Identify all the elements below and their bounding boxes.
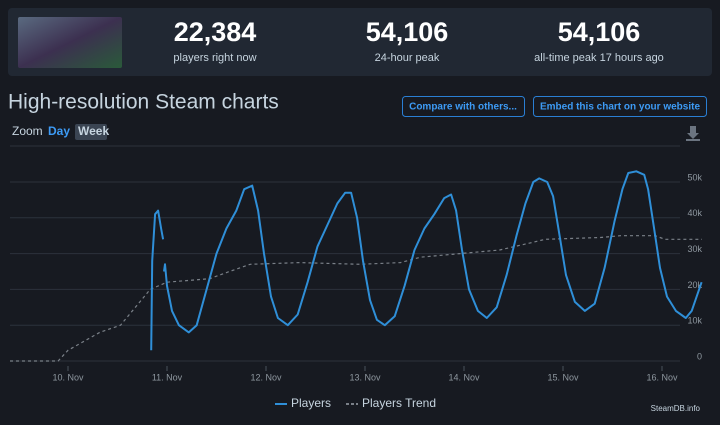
y-tick-label: 10k (687, 316, 702, 326)
y-tick-label: 50k (687, 172, 702, 182)
zoom-label: Zoom (12, 124, 43, 138)
stats-panel (8, 8, 712, 76)
button[interactable] (533, 96, 707, 117)
plot: 0 10k 20k 30k 40k 50k 10. Nov 11. Nov 12. Nov 13.… (10, 170, 703, 382)
credit: SteamDB.info (651, 404, 701, 413)
series-line (10, 235, 702, 362)
legend-item[interactable]: Players (275, 396, 331, 410)
y-tick-label: 30k (687, 244, 702, 254)
y-tick-label: 20k (687, 280, 702, 290)
page-title: High-resolution Steam charts (8, 91, 279, 114)
stat-label: players right now (173, 52, 256, 64)
button-label: Compare with others... (409, 102, 517, 113)
download-icon[interactable] (686, 126, 700, 141)
x-tick-label: 12. Nov (250, 372, 282, 382)
button-label: Embed this chart on your website (540, 102, 700, 113)
y-tick-label: 40k (687, 208, 702, 218)
game-thumbnail[interactable] (18, 17, 122, 68)
stat-label: 24-hour peak (375, 52, 440, 64)
zoom-option[interactable]: Week (78, 124, 109, 138)
legend-item[interactable]: Players Trend (346, 396, 436, 410)
button[interactable] (402, 96, 525, 117)
stat-value: 22,384 (174, 17, 257, 47)
x-tick-label: 10. Nov (52, 372, 84, 382)
legend-label: Players Trend (362, 396, 436, 410)
x-tick-label: 15. Nov (547, 372, 579, 382)
x-tick-label: 14. Nov (448, 372, 480, 382)
x-tick-label: 11. Nov (152, 372, 183, 382)
legend-label: Players (291, 396, 331, 410)
x-tick-label: 16. Nov (646, 372, 678, 382)
stat-label: all-time peak 17 hours ago (534, 52, 664, 64)
y-tick-label: 0 (697, 351, 702, 361)
series-line (150, 170, 703, 351)
stat-value: 54,106 (558, 17, 641, 47)
zoom-option[interactable]: Day (48, 124, 70, 138)
x-tick-label: 13. Nov (349, 372, 381, 382)
stat-value: 54,106 (366, 17, 449, 47)
zoom-option-highlight (75, 124, 107, 140)
